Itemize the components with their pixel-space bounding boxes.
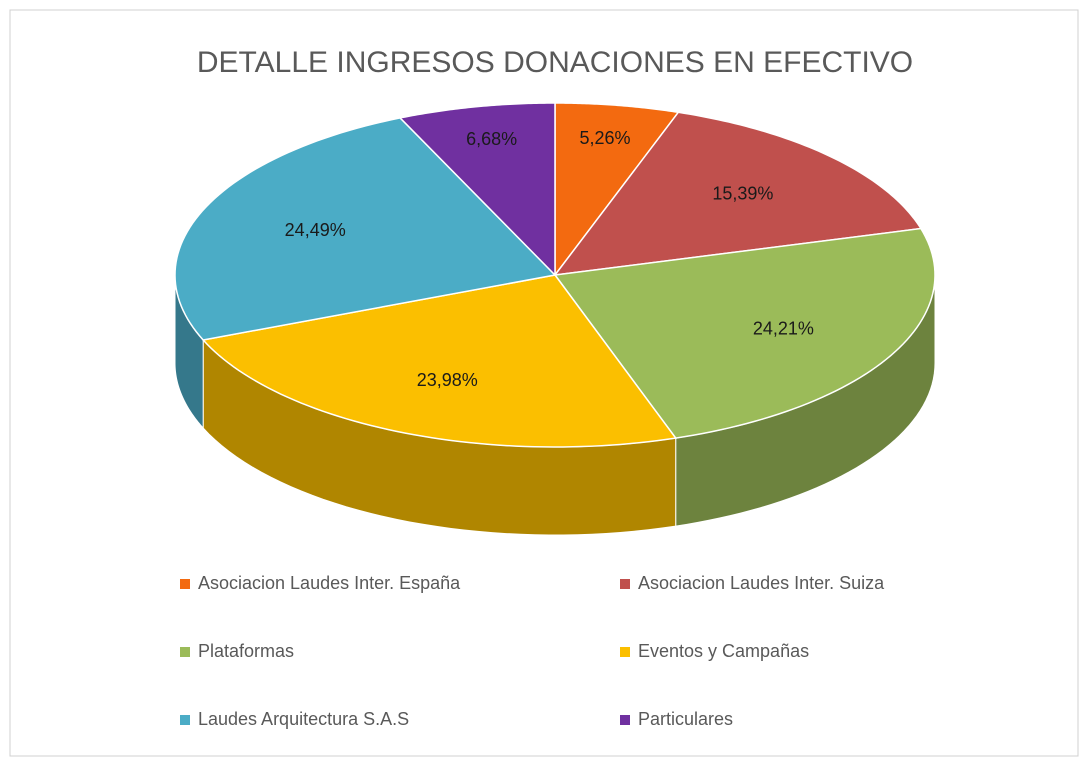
legend-label: Asociacion Laudes Inter. España <box>198 573 461 593</box>
legend-swatch <box>620 715 630 725</box>
pie-slice <box>201 274 678 448</box>
legend-label: Asociacion Laudes Inter. Suiza <box>638 573 885 593</box>
data-label: 15,39% <box>712 183 773 203</box>
pie-slice <box>398 102 556 277</box>
legend-label: Plataformas <box>198 641 294 661</box>
data-label: 23,98% <box>417 370 478 390</box>
legend-label: Particulares <box>638 709 733 729</box>
data-label: 24,21% <box>753 318 814 338</box>
data-label: 24,49% <box>285 220 346 240</box>
pie-slice <box>553 227 936 439</box>
legend-swatch <box>180 579 190 589</box>
legend-label: Laudes Arquitectura S.A.S <box>198 709 409 729</box>
legend-swatch <box>620 579 630 589</box>
legend-swatch <box>180 647 190 657</box>
data-label: 6,68% <box>466 129 517 149</box>
pie-slice <box>553 111 923 276</box>
chart-title: DETALLE INGRESOS DONACIONES EN EFECTIVO <box>197 46 913 79</box>
legend-swatch <box>620 647 630 657</box>
legend-label: Eventos y Campañas <box>638 641 809 661</box>
pie-slice <box>174 117 557 341</box>
legend-swatch <box>180 715 190 725</box>
data-label: 5,26% <box>579 128 630 148</box>
pie-slice <box>554 102 680 278</box>
